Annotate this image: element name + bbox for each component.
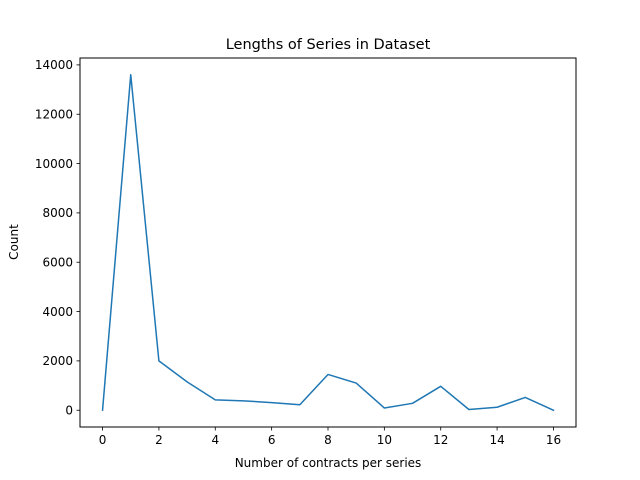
y-tick-label: 8000 <box>42 206 73 220</box>
x-axis-label: Number of contracts per series <box>235 456 422 470</box>
y-tick-label: 10000 <box>35 157 73 171</box>
x-tick-label: 14 <box>489 433 504 447</box>
x-axis: 0 2 4 6 8 10 12 14 16 <box>99 427 561 447</box>
x-tick-label: 8 <box>324 433 332 447</box>
y-axis-label: Count <box>7 224 21 260</box>
y-tick-label: 2000 <box>42 354 73 368</box>
y-tick-label: 4000 <box>42 305 73 319</box>
y-tick-label: 0 <box>65 404 73 418</box>
x-tick-label: 0 <box>99 433 107 447</box>
y-tick-label: 12000 <box>35 108 73 122</box>
x-tick-label: 2 <box>155 433 163 447</box>
x-tick-label: 4 <box>211 433 219 447</box>
x-tick-label: 12 <box>433 433 448 447</box>
x-tick-label: 10 <box>377 433 392 447</box>
x-tick-label: 16 <box>546 433 561 447</box>
y-tick-label: 6000 <box>42 256 73 270</box>
x-tick-label: 6 <box>268 433 276 447</box>
chart-title: Lengths of Series in Dataset <box>226 37 431 53</box>
y-tick-label: 14000 <box>35 58 73 72</box>
y-axis: 0 2000 4000 6000 8000 10000 12000 14000 <box>35 58 80 418</box>
series-layer <box>101 74 555 412</box>
